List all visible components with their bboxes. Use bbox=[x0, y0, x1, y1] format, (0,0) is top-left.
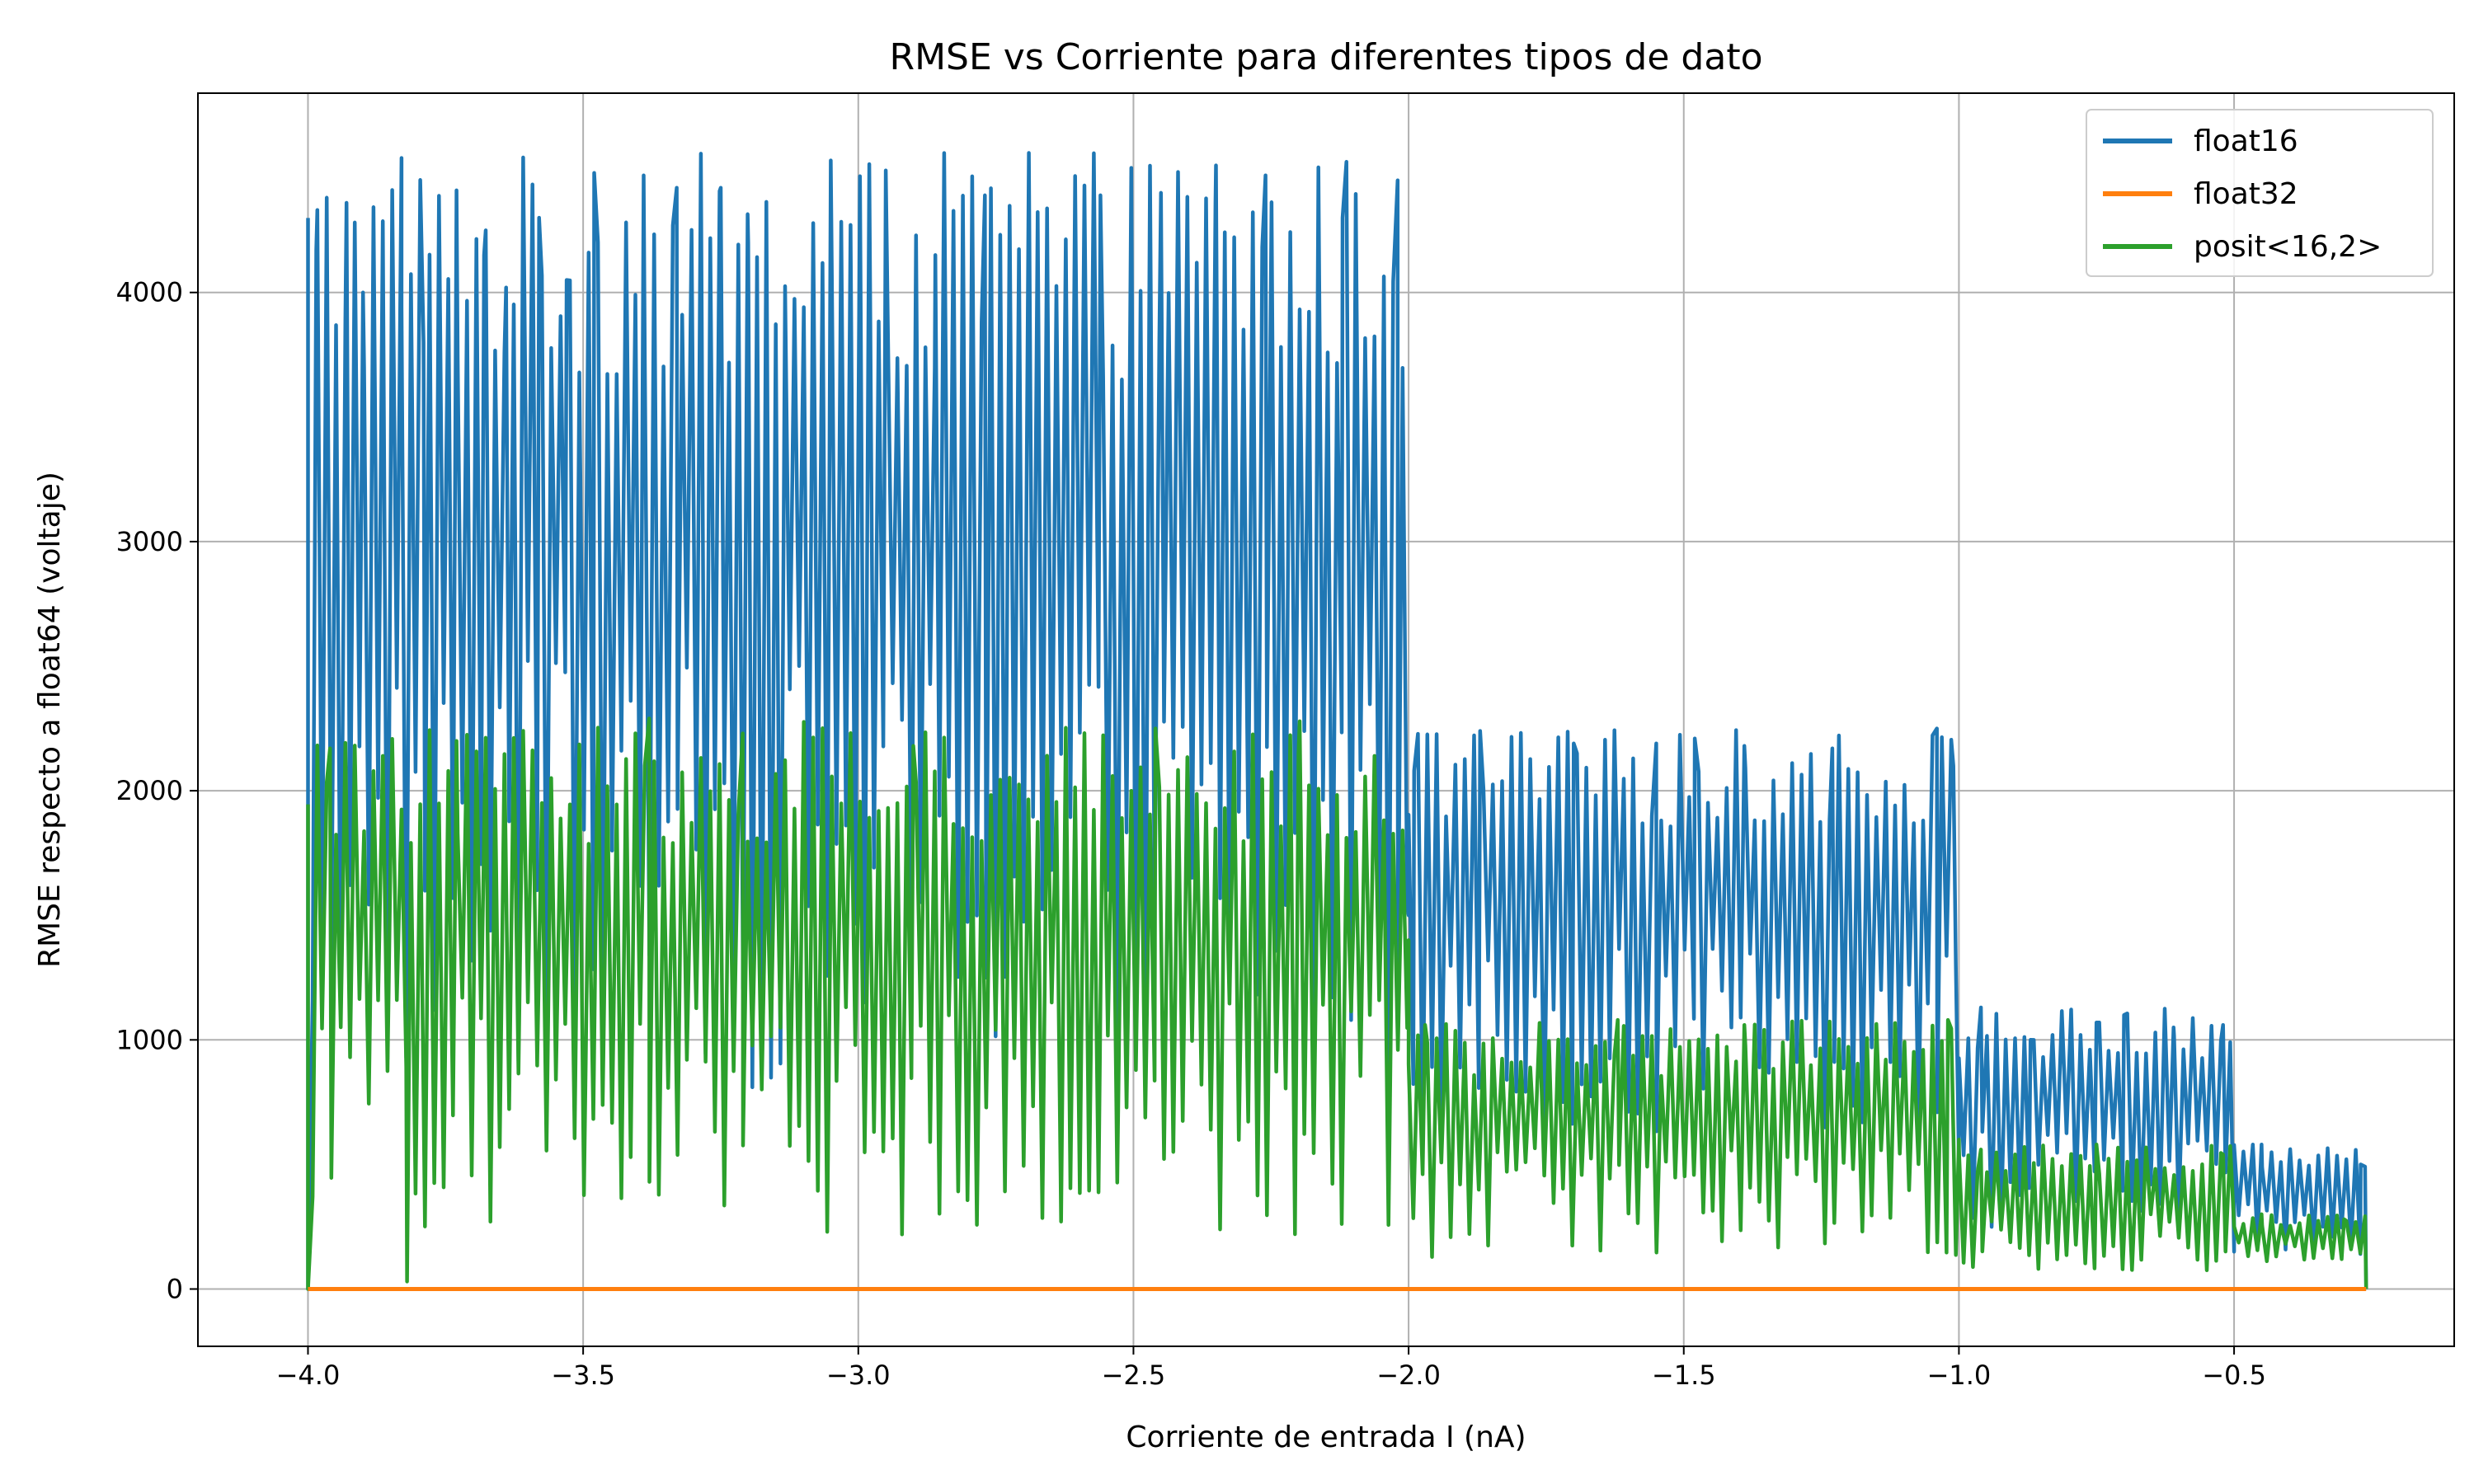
x-tick-label: −2.5 bbox=[1102, 1360, 1166, 1391]
y-axis-ticks: 0 1000 2000 3000 4000 bbox=[116, 277, 198, 1304]
legend-items: float16 float32 posit<16,2> bbox=[2103, 124, 2382, 264]
legend-label: posit<16,2> bbox=[2194, 230, 2382, 264]
legend-box bbox=[2086, 109, 2434, 277]
x-tick-label: −3.0 bbox=[826, 1360, 891, 1391]
chart-title: RMSE vs Corriente para diferentes tipos … bbox=[890, 36, 1763, 78]
y-tick-label: 0 bbox=[167, 1273, 183, 1304]
plot-area-frame bbox=[197, 92, 2455, 1347]
x-tick-label: −1.0 bbox=[1927, 1360, 1992, 1391]
series-line-float16 bbox=[306, 151, 2368, 1291]
y-tick-label: 3000 bbox=[116, 526, 183, 557]
y-tick-label: 4000 bbox=[116, 277, 183, 308]
x-tick-label: −0.5 bbox=[2202, 1360, 2266, 1391]
series-lines bbox=[306, 151, 2368, 1291]
x-tick-label: −3.5 bbox=[551, 1360, 615, 1391]
x-tick-label: −2.0 bbox=[1376, 1360, 1441, 1391]
x-axis-title: Corriente de entrada I (nA) bbox=[1126, 1421, 1526, 1454]
y-tick-label: 2000 bbox=[116, 775, 183, 806]
x-tick-label: −1.5 bbox=[1652, 1360, 1716, 1391]
x-tick-label: −4.0 bbox=[276, 1360, 341, 1391]
x-axis-ticks: −4.0 −3.5 −3.0 −2.5 −2.0 −1.5 −1.0 −0.5 bbox=[276, 1346, 2266, 1391]
legend-label: float32 bbox=[2194, 177, 2298, 211]
series-line-posit-16-2- bbox=[306, 716, 2368, 1291]
legend-label: float16 bbox=[2194, 124, 2298, 158]
y-tick-label: 1000 bbox=[116, 1024, 183, 1055]
y-axis-title: RMSE respecto a float64 (voltaje) bbox=[33, 472, 67, 968]
legend: float16 float32 posit<16,2> bbox=[2086, 109, 2434, 277]
